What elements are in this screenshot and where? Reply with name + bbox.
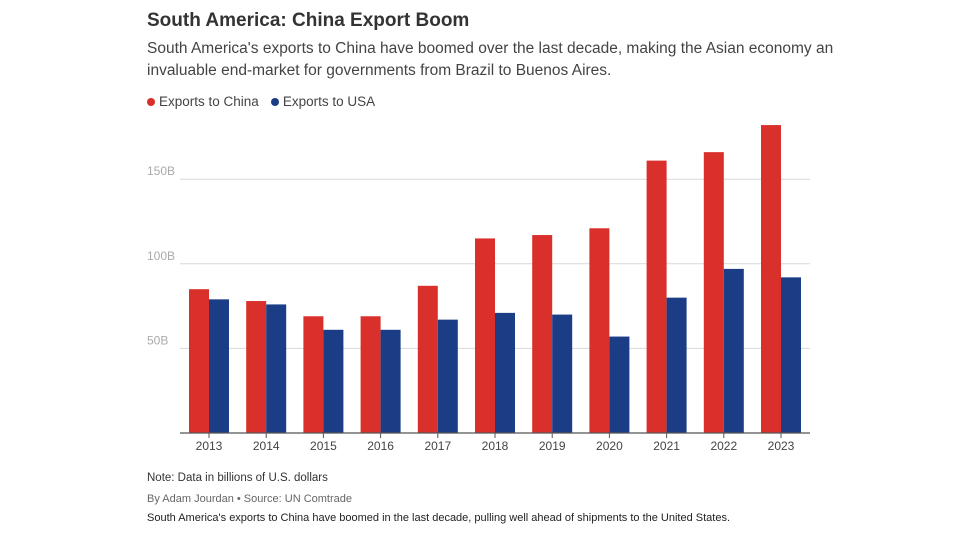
byline: By Adam Jourdan • Source: UN Comtrade xyxy=(147,493,352,505)
x-tick-label: 2017 xyxy=(424,439,451,453)
axis-layer: 2013 2014 2015 2016 2017 2018 2019 2020 2021 2022… xyxy=(180,432,810,453)
caption: South America's exports to China have bo… xyxy=(147,512,731,524)
bar-exports-usa xyxy=(723,268,744,433)
bar-exports-china xyxy=(360,316,381,433)
legend: Exports to China Exports to USA xyxy=(147,94,375,109)
bar-exports-china xyxy=(189,289,209,433)
x-tick-label: 2014 xyxy=(253,439,280,453)
bar-exports-china xyxy=(646,160,667,433)
bar-exports-china xyxy=(246,301,267,433)
legend-item-china: Exports to China xyxy=(147,94,259,109)
bar-exports-usa xyxy=(323,329,344,433)
y-tick-label: 100B xyxy=(147,249,175,263)
bar-exports-china xyxy=(532,235,553,433)
bar-exports-china xyxy=(417,285,438,433)
bar-exports-china xyxy=(761,125,781,433)
bar-exports-china xyxy=(703,152,724,434)
x-tick-label: 2013 xyxy=(196,439,223,453)
x-tick-label: 2021 xyxy=(653,439,680,453)
legend-item-usa: Exports to USA xyxy=(270,94,376,109)
x-tick-label: 2015 xyxy=(310,439,337,453)
chart-title: South America: China Export Boom xyxy=(147,10,470,31)
bar-exports-china xyxy=(475,238,495,433)
bar-exports-china xyxy=(589,228,610,433)
x-tick-label: 2016 xyxy=(367,439,394,453)
bar-exports-usa xyxy=(437,319,458,433)
chart-subtitle: South America's exports to China have bo… xyxy=(147,40,834,79)
bar-exports-china xyxy=(303,316,324,433)
legend-label-china: Exports to China xyxy=(159,94,259,109)
bar-exports-usa xyxy=(552,314,573,433)
x-tick-label: 2018 xyxy=(482,439,509,453)
legend-label-usa: Exports to USA xyxy=(282,94,376,109)
x-tick-label: 2020 xyxy=(596,439,623,453)
y-tick-label: 50B xyxy=(147,333,168,347)
bar-exports-usa xyxy=(666,297,687,433)
bar-exports-usa xyxy=(266,304,287,433)
bars-layer xyxy=(189,125,801,434)
x-tick-label: 2023 xyxy=(768,439,795,453)
legend-swatch-china xyxy=(147,97,155,106)
x-tick-label: 2022 xyxy=(710,439,737,453)
bar-exports-usa xyxy=(609,336,630,433)
bar-exports-usa xyxy=(209,299,229,433)
x-tick-label: 2019 xyxy=(539,439,566,453)
data-note: Note: Data in billions of U.S. dollars xyxy=(147,472,328,484)
bar-exports-usa xyxy=(380,329,401,433)
legend-swatch-usa xyxy=(270,97,279,106)
bar-exports-usa xyxy=(495,312,515,433)
bar-exports-usa xyxy=(781,277,801,433)
y-tick-label: 150B xyxy=(147,164,175,178)
